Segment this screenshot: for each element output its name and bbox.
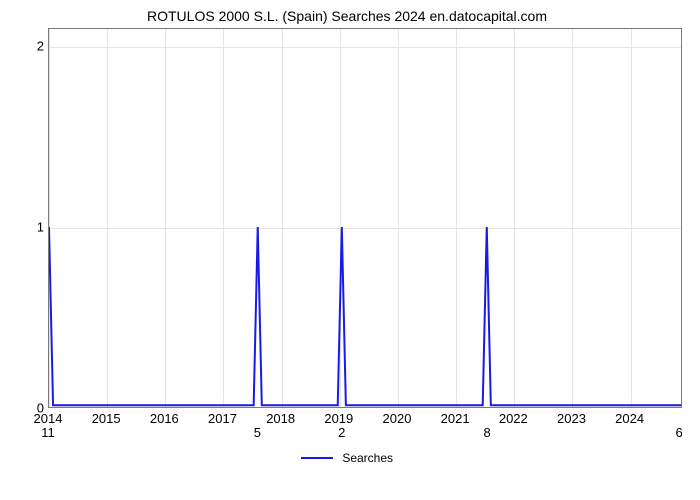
bottom-value-label: 8 (484, 425, 491, 440)
legend-swatch (301, 457, 333, 459)
x-tick-label: 2017 (208, 411, 237, 426)
series-line (49, 227, 681, 405)
y-tick-label: 1 (8, 220, 44, 235)
bottom-value-label: 2 (338, 425, 345, 440)
x-tick-label: 2018 (266, 411, 295, 426)
x-tick-label: 2022 (499, 411, 528, 426)
x-tick-label: 2014 (34, 411, 63, 426)
line-series (49, 29, 681, 407)
x-tick-label: 2024 (615, 411, 644, 426)
x-tick-label: 2020 (383, 411, 412, 426)
y-tick-label: 2 (8, 39, 44, 54)
chart-area: 0122014201520162017201820192020202120222… (8, 28, 686, 448)
x-tick-label: 2019 (324, 411, 353, 426)
x-tick-label: 2023 (557, 411, 586, 426)
bottom-value-label: 6 (675, 425, 682, 440)
chart-title: ROTULOS 2000 S.L. (Spain) Searches 2024 … (8, 8, 686, 24)
x-tick-label: 2015 (92, 411, 121, 426)
legend: Searches (8, 448, 686, 465)
legend-label: Searches (342, 451, 393, 465)
x-tick-label: 2021 (441, 411, 470, 426)
bottom-value-label: 11 (41, 425, 55, 440)
x-tick-label: 2016 (150, 411, 179, 426)
plot-area (48, 28, 682, 408)
bottom-value-label: 5 (254, 425, 261, 440)
